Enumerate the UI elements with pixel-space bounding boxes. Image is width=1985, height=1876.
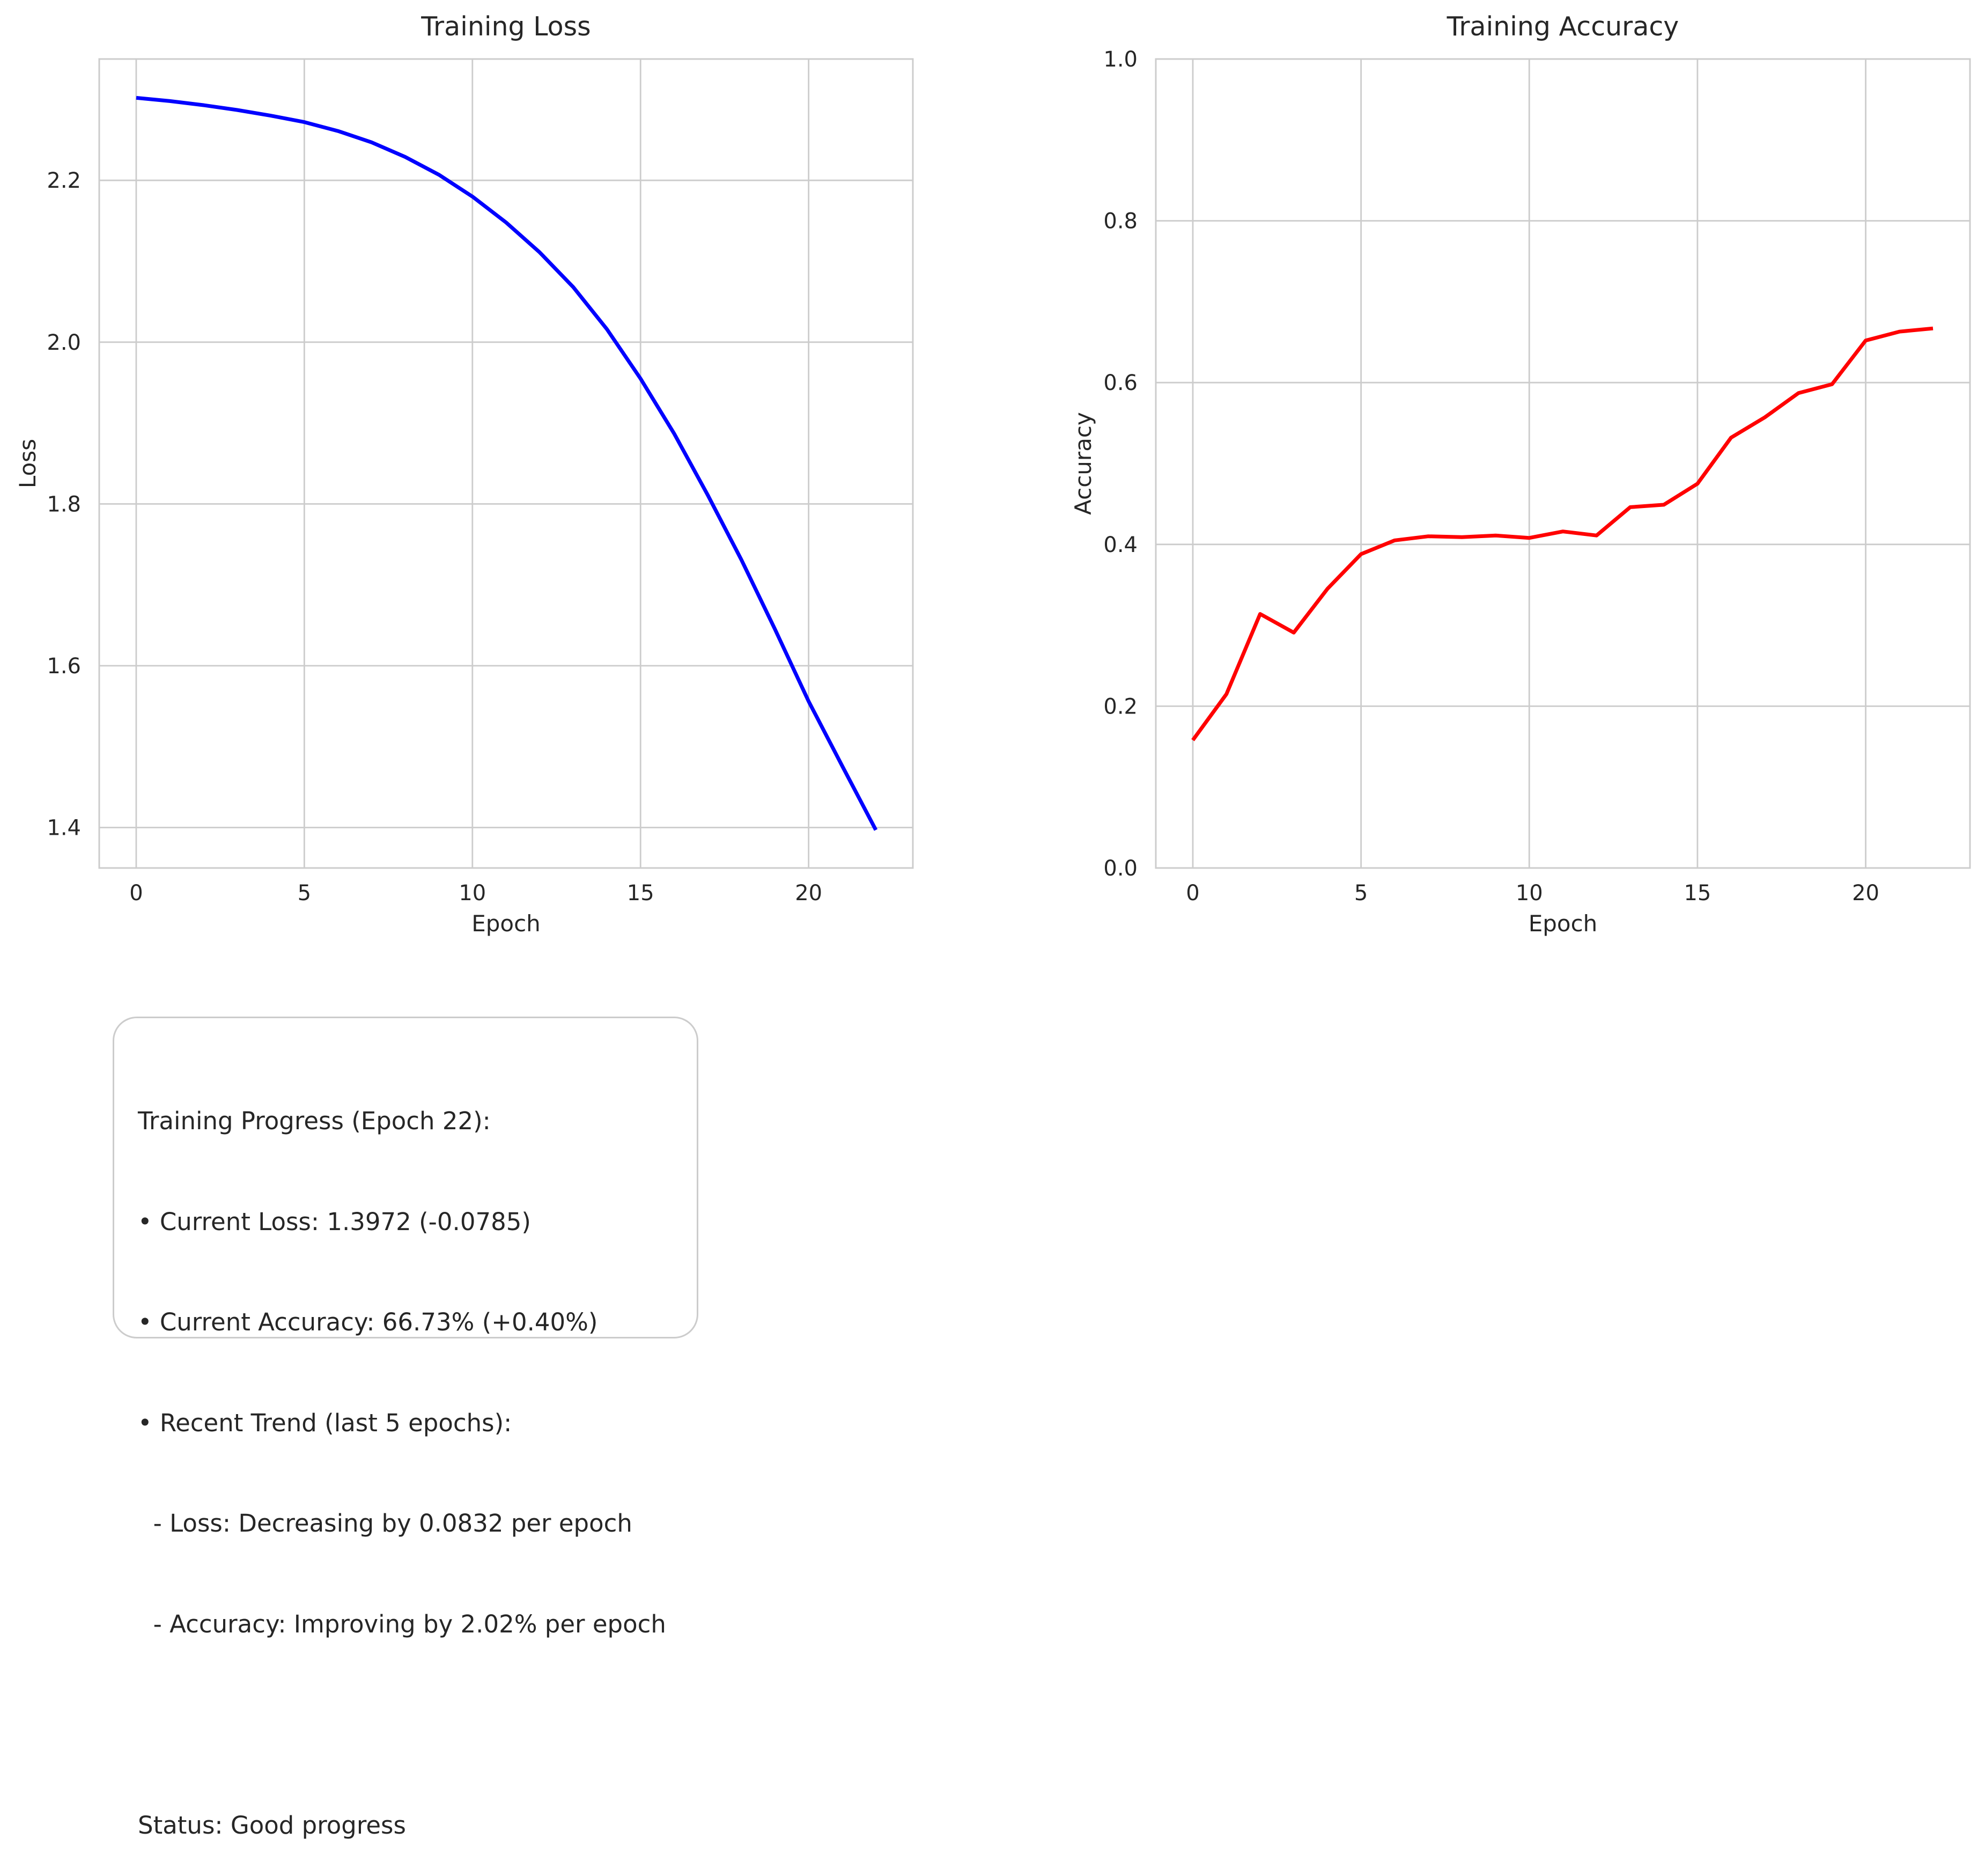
loss-x-tick-label: 20	[795, 881, 822, 906]
accuracy-y-tick-label: 1.0	[1103, 47, 1138, 72]
info-accuracy-trend: - Accuracy: Improving by 2.02% per epoch	[138, 1609, 666, 1638]
loss-y-tick-label: 1.8	[47, 492, 81, 517]
accuracy-plot-frame	[1155, 58, 1971, 869]
accuracy-y-tick-label: 0.4	[1103, 533, 1138, 557]
accuracy-x-tick-label: 5	[1354, 881, 1368, 906]
loss-x-tick-label: 5	[298, 881, 311, 906]
training-charts: 0 5 10 15 20 1.4 1.6 1.8 2.0 2.2 Training Loss Ep…	[14, 11, 1971, 937]
training-progress-box: Training Progress (Epoch 22): • Current …	[113, 1017, 698, 1840]
info-status: Status: Good progress	[138, 1811, 406, 1840]
info-recent-trend: • Recent Trend (last 5 epochs):	[138, 1408, 512, 1437]
loss-y-axis-label: Loss	[14, 439, 41, 488]
info-current-loss: • Current Loss: 1.3972 (-0.0785)	[138, 1207, 531, 1236]
accuracy-y-axis-label: Accuracy	[1070, 412, 1096, 515]
loss-series-line	[136, 95, 878, 831]
loss-x-axis-label: Epoch	[471, 910, 541, 937]
accuracy-y-tick-label: 0.0	[1103, 856, 1138, 881]
accuracy-x-tick-label: 10	[1516, 881, 1543, 906]
loss-x-tick-label: 10	[459, 881, 486, 906]
loss-y-tick-label: 2.0	[47, 330, 81, 355]
accuracy-chart-title: Training Accuracy	[1447, 11, 1679, 42]
accuracy-x-tick-label: 15	[1684, 881, 1711, 906]
loss-chart: 0 5 10 15 20 1.4 1.6 1.8 2.0 2.2 Training Loss Ep…	[14, 11, 914, 937]
loss-y-tick-label: 1.6	[47, 654, 81, 679]
accuracy-x-tick-label: 0	[1186, 881, 1199, 906]
accuracy-x-tick-label: 20	[1852, 881, 1879, 906]
info-loss-trend: - Loss: Decreasing by 0.0832 per epoch	[138, 1509, 632, 1537]
loss-y-tick-label: 2.2	[47, 168, 81, 193]
info-blank-line	[138, 1708, 697, 1742]
accuracy-chart: 0 5 10 15 20 0.0 0.2 0.4 0.6 0.8 1.0 Training Accu…	[1070, 11, 1971, 937]
accuracy-y-tick-label: 0.8	[1103, 209, 1138, 234]
loss-chart-title: Training Loss	[420, 11, 591, 42]
loss-x-tick-label: 0	[129, 881, 143, 906]
loss-plot-frame	[98, 58, 914, 869]
accuracy-x-axis-label: Epoch	[1529, 910, 1598, 937]
info-heading: Training Progress (Epoch 22):	[138, 1107, 491, 1135]
loss-x-tick-label: 15	[627, 881, 654, 906]
loss-y-tick-label: 1.4	[47, 816, 81, 841]
accuracy-y-tick-label: 0.2	[1103, 694, 1138, 719]
accuracy-y-tick-label: 0.6	[1103, 371, 1138, 395]
info-current-accuracy: • Current Accuracy: 66.73% (+0.40%)	[138, 1308, 598, 1336]
accuracy-series-line	[1191, 326, 1934, 741]
